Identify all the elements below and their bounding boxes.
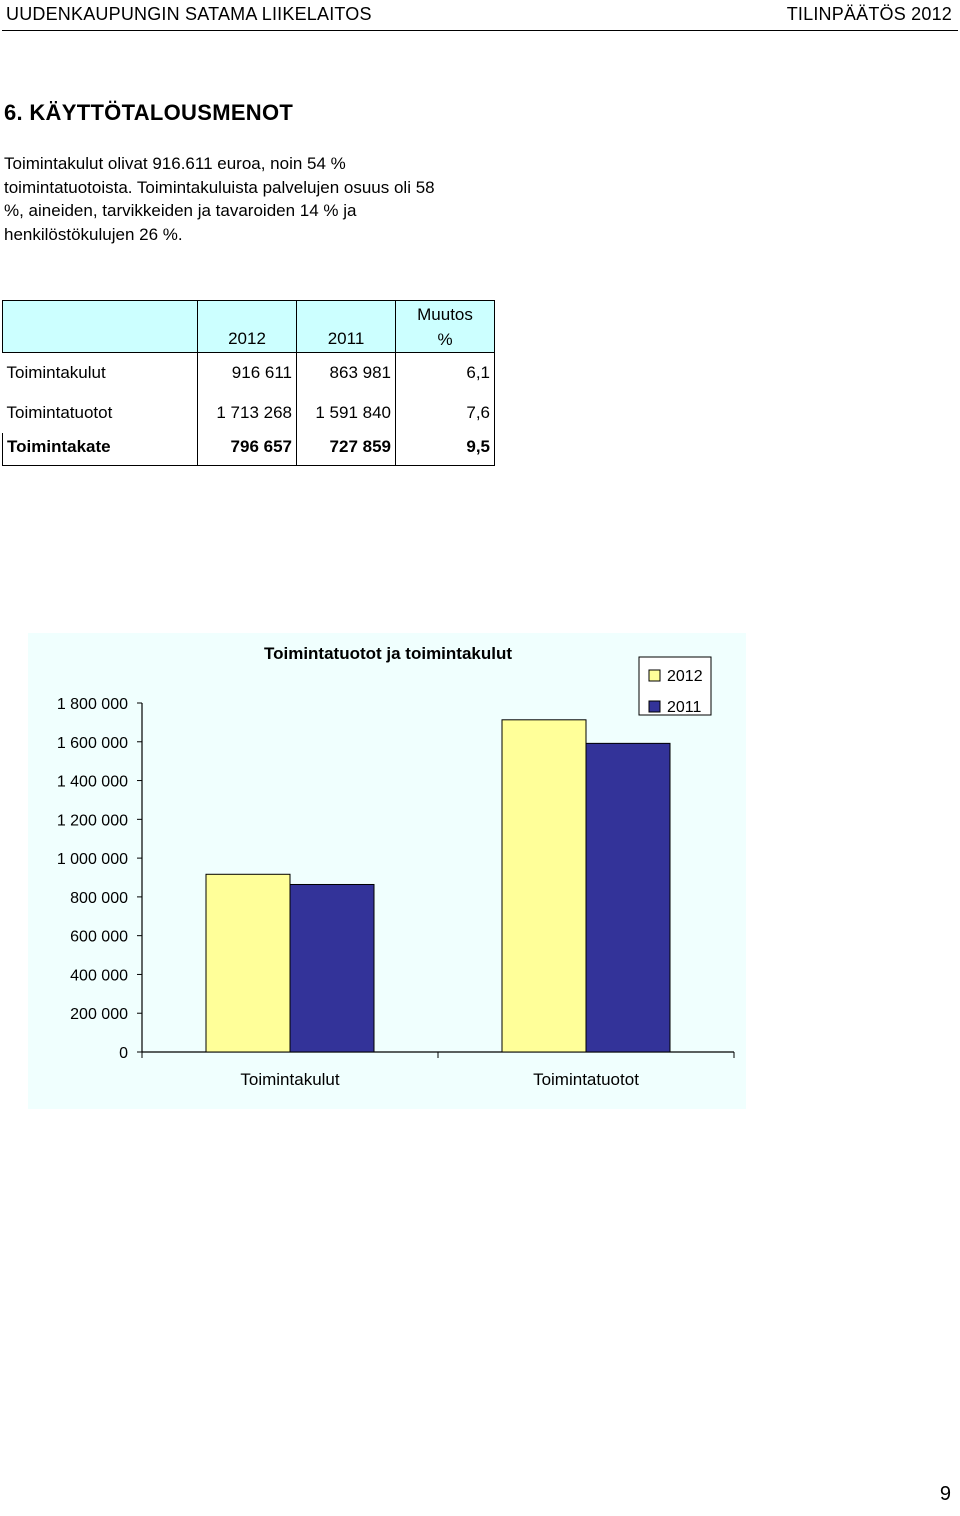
legend-swatch-2012 <box>648 669 661 682</box>
bar-2011-toimintakulut <box>289 883 375 1053</box>
chart-bars <box>205 719 671 1053</box>
header-change-line1: Muutos <box>417 304 473 324</box>
legend-label-2012: 2012 <box>667 668 703 685</box>
header-cell-empty <box>2 300 198 353</box>
y-tick-label: 1 400 000 <box>57 774 128 791</box>
bar-2012-toimintakulut <box>205 873 291 1053</box>
row-label: Toimintatuotot <box>6 403 113 422</box>
bar-chart: Toimintatuotot ja toimintakulut 0 200 000… <box>28 633 746 1109</box>
header-cell-change: Muutos % <box>395 300 495 353</box>
legend-label-2011: 2011 <box>667 699 702 716</box>
table-header-row: 2012 2011 Muutos % <box>2 300 495 353</box>
y-tick-label: 200 000 <box>70 1006 128 1023</box>
cell-2012: 1 713 268 <box>197 393 297 433</box>
chart-axes: 0 200 000 400 000 600 000 800 000 1 000 000 1 … <box>57 696 735 1089</box>
header-organization: UUDENKAUPUNGIN SATAMA LIIKELAITOS <box>6 4 372 24</box>
y-tick-label: 400 000 <box>70 967 128 984</box>
intro-paragraph: Toimintakulut olivat 916.611 euroa, noin… <box>4 154 435 244</box>
header-change-line2: % <box>437 329 453 349</box>
header-document-title: TILINPÄÄTÖS 2012 <box>786 4 952 24</box>
table-row: Toimintakulut 916 611 863 981 6,1 <box>3 352 495 393</box>
row-label: Toimintakulut <box>6 363 106 382</box>
page-header: UUDENKAUPUNGIN SATAMA LIIKELAITOS TILINP… <box>0 0 960 31</box>
x-tick-label: Toimintatuotot <box>533 1070 639 1089</box>
page-number: 9 <box>939 1483 951 1505</box>
y-tick-label: 1 200 000 <box>57 812 128 829</box>
y-tick-label: 1 600 000 <box>57 735 128 752</box>
cell-2012: 796 657 <box>197 433 297 466</box>
cell-change: 7,6 <box>395 393 495 433</box>
financial-table: 2012 2011 Muutos % Toimintakulut 916 611… <box>2 300 495 466</box>
y-tick-label: 0 <box>119 1045 128 1062</box>
cell-change: 6,1 <box>395 352 495 393</box>
cell-change: 9,5 <box>395 433 495 466</box>
table-row-total: Toimintakate 796 657 727 859 9,5 <box>2 433 495 466</box>
y-tick-label: 800 000 <box>70 890 128 907</box>
cell-2011: 727 859 <box>296 433 396 466</box>
chart-title: Toimintatuotot ja toimintakulut <box>264 644 512 663</box>
chart-legend: 2012 2011 <box>638 656 712 716</box>
header-rule <box>2 30 958 31</box>
bar-2011-toimintatuotot <box>585 742 671 1053</box>
section-heading: 6. KÄYTTÖTALOUSMENOT <box>4 100 294 125</box>
table-row: Toimintatuotot 1 713 268 1 591 840 7,6 <box>3 393 495 433</box>
row-label: Toimintakate <box>2 433 198 466</box>
header-cell-2011: 2011 <box>296 300 396 353</box>
bar-chart-svg: Toimintatuotot ja toimintakulut 0 200 000… <box>57 644 735 1089</box>
header-cell-2012: 2012 <box>197 300 297 353</box>
y-tick-label: 1 800 000 <box>57 696 128 713</box>
bar-2012-toimintatuotot <box>501 719 587 1053</box>
legend-swatch-2011 <box>648 700 661 713</box>
y-tick-label: 600 000 <box>70 929 128 946</box>
y-tick-label: 1 000 000 <box>57 851 128 868</box>
cell-2011: 863 981 <box>296 352 396 393</box>
x-tick-label: Toimintakulut <box>240 1070 339 1089</box>
cell-2012: 916 611 <box>197 352 297 393</box>
cell-2011: 1 591 840 <box>296 393 396 433</box>
